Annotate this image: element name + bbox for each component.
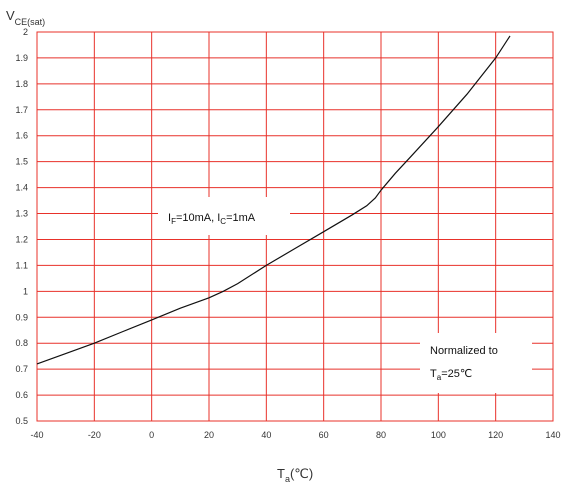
y-tick-label: 1.8 [15,79,28,89]
y-tick-label: 0.5 [15,416,28,426]
x-tick-label: 20 [204,430,214,440]
x-tick-label: 120 [488,430,503,440]
normalized-label-line1: Normalized to [430,345,498,357]
x-tick-label: -40 [30,430,43,440]
normalized-label-line2: Ta=25℃ [430,368,472,382]
y-tick-label: 1.4 [15,183,28,193]
x-tick-label: 60 [319,430,329,440]
x-tick-label: 40 [261,430,271,440]
series-line-vce-sat [36,35,511,365]
y-tick-labels: 0.5 0.6 0.7 0.8 0.9 1 1.1 1.2 1.3 1.4 1.5 1.6 1.7 1.8… [15,27,28,426]
y-tick-label: 1.6 [15,131,28,141]
y-tick-label: 1.5 [15,157,28,167]
y-tick-label: 1.9 [15,53,28,63]
annotations: IF=10mA, IC=1mA Normalized to Ta=25℃ [158,197,532,393]
conditions-label-bg [158,197,290,235]
normalized-label-bg [420,333,532,393]
y-tick-label: 1.1 [15,260,28,270]
x-tick-label: 100 [431,430,446,440]
y-axis-title: VCE(sat) [6,8,45,27]
x-tick-labels: -40 -20 0 20 40 60 80 100 120 140 [30,430,560,440]
y-tick-label: 1.7 [15,105,28,115]
y-tick-label: 0.9 [15,312,28,322]
x-tick-label: 80 [376,430,386,440]
y-tick-label: 1 [23,286,28,296]
y-tick-label: 0.8 [15,338,28,348]
x-axis-title: Ta(℃) [277,466,313,484]
y-tick-label: 0.7 [15,364,28,374]
x-tick-label: 0 [149,430,154,440]
y-tick-label: 1.2 [15,234,28,244]
svg-text:VCE(sat): VCE(sat) [6,8,45,27]
plot-frame [36,31,554,422]
conditions-label: IF=10mA, IC=1mA [168,212,256,226]
y-tick-label: 1.3 [15,209,28,219]
x-tick-label: 140 [545,430,560,440]
x-tick-label: -20 [88,430,101,440]
svg-text:Ta(℃): Ta(℃) [277,466,313,484]
y-tick-label: 0.6 [15,390,28,400]
y-tick-label: 2 [23,27,28,37]
